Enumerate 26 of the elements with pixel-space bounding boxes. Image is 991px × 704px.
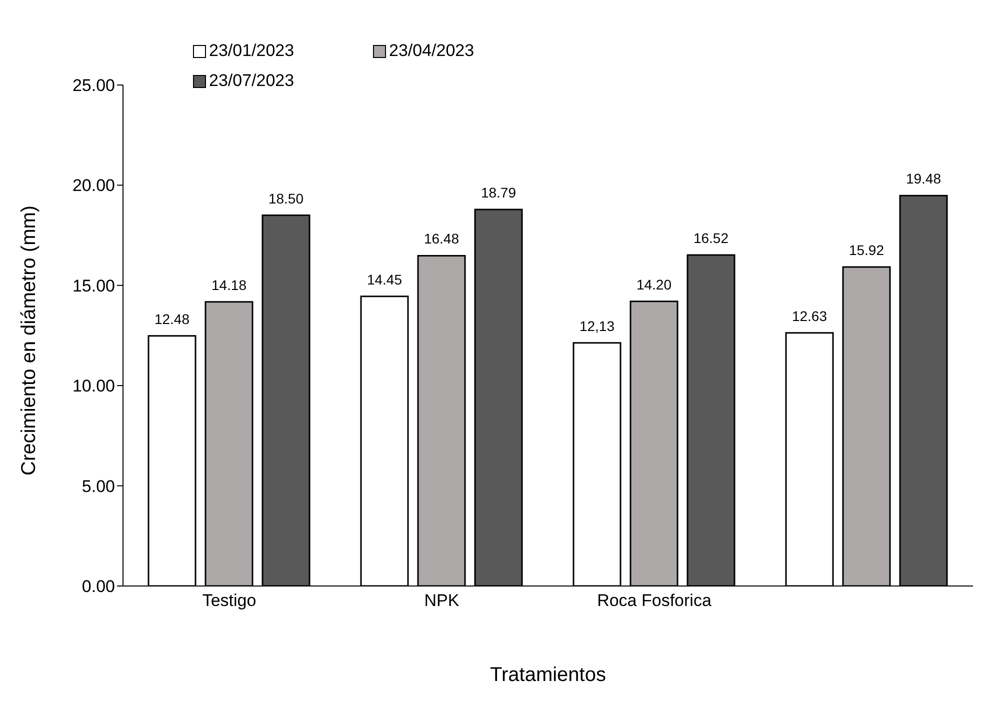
- data-label: 12,13: [579, 318, 615, 334]
- data-label: 15.92: [848, 242, 884, 258]
- y-axis-title: Crecimiento en diámetro (mm): [18, 205, 40, 476]
- y-tick-label: 25.00: [72, 76, 115, 96]
- data-label: 14.20: [636, 276, 672, 292]
- x-tick-label: Testigo: [202, 591, 256, 610]
- data-label: 19.48: [906, 170, 942, 187]
- legend-label: 23/07/2023: [209, 70, 294, 92]
- data-label: 12.63: [792, 308, 828, 324]
- data-label: 18.79: [480, 184, 516, 200]
- data-label: 14.45: [366, 271, 402, 288]
- data-label: 14.18: [211, 276, 247, 293]
- y-tick-label: 10.00: [72, 376, 115, 396]
- y-tick-label: 5.00: [82, 476, 115, 496]
- data-label: 16.52: [693, 230, 729, 246]
- data-label: 12.48: [154, 310, 190, 327]
- legend-label: 23/01/2023: [209, 40, 294, 62]
- x-tick-label: NPK: [424, 591, 460, 610]
- data-label: 16.48: [424, 230, 460, 247]
- y-tick-label: 15.00: [72, 276, 115, 296]
- data-label: 18.50: [268, 190, 304, 206]
- x-axis-title: Tratamientos: [490, 664, 606, 686]
- y-tick-label: 20.00: [72, 176, 115, 196]
- x-tick-label: Roca Fosforica: [597, 591, 712, 610]
- legend-label: 23/04/2023: [389, 40, 474, 62]
- y-tick-label: 0.00: [82, 577, 115, 596]
